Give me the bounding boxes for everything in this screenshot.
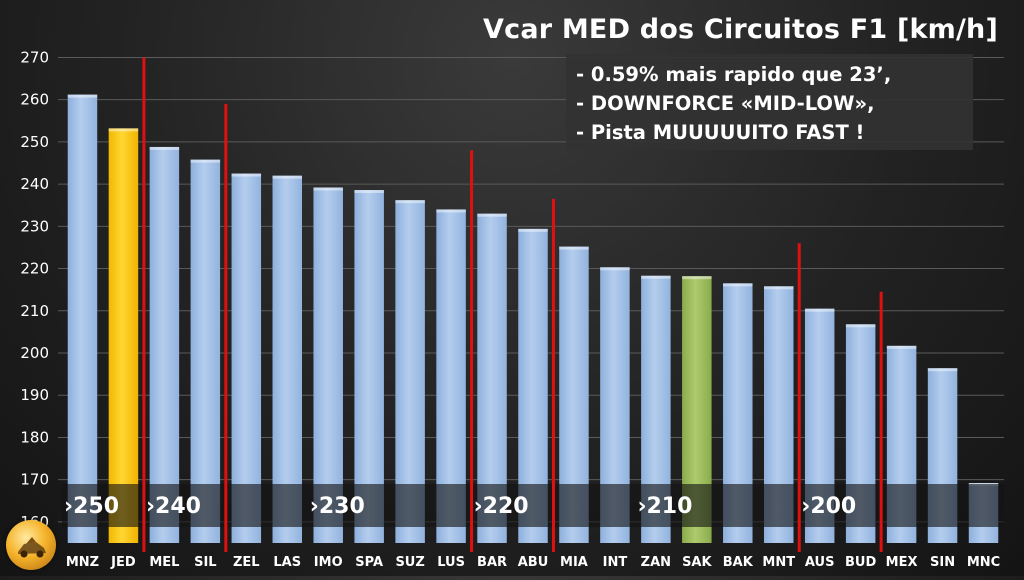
bar-cap	[354, 190, 384, 194]
x-tick-label: MNZ	[66, 555, 99, 570]
bar-cap	[108, 128, 139, 132]
x-tick-label: MIA	[560, 555, 588, 570]
note-line-3: - Pista MUUUUUITO FAST !	[576, 121, 865, 144]
bar-imo	[313, 187, 343, 543]
x-tick-label: ABU	[518, 555, 549, 570]
bar-cap	[682, 276, 712, 280]
band-label: ›240	[146, 494, 201, 519]
x-tick-label: MNT	[762, 555, 795, 570]
bar-cap	[190, 159, 221, 163]
x-tick-label: INT	[603, 555, 628, 570]
bar-cap	[477, 213, 507, 217]
car-emblem-icon	[6, 520, 56, 570]
note-line-1: - 0.59% mais rapido que 23’,	[576, 63, 892, 86]
bar-cap	[231, 173, 262, 177]
x-tick-label: LUS	[437, 555, 465, 570]
bar-cap	[436, 209, 466, 213]
x-tick-label: BAR	[477, 555, 507, 570]
band-label: ›210	[637, 494, 692, 519]
y-tick-label: 200	[20, 344, 49, 362]
bar-las	[272, 175, 303, 543]
y-axis-ticks: 160170180190200210220230240250260270	[20, 48, 49, 530]
bar-mnz	[67, 94, 98, 543]
x-tick-label: BAK	[723, 555, 754, 570]
y-tick-label: 250	[20, 133, 49, 151]
bar-cap	[313, 187, 343, 191]
y-tick-label: 270	[20, 48, 49, 66]
x-tick-label: BUD	[845, 555, 876, 570]
y-tick-label: 220	[20, 260, 49, 278]
bar-sil	[190, 159, 221, 543]
y-tick-label: 260	[20, 91, 49, 109]
bar-cap	[763, 286, 794, 290]
band-label: ›230	[310, 494, 365, 519]
x-tick-label: LAS	[273, 555, 301, 570]
y-tick-label: 190	[20, 386, 49, 404]
x-tick-label: JED	[110, 555, 136, 570]
bar-cap	[272, 175, 303, 179]
x-tick-label: SIL	[194, 555, 216, 570]
y-tick-label: 240	[20, 175, 49, 193]
bar-mel	[149, 146, 180, 543]
y-tick-label: 170	[20, 471, 49, 489]
bars	[67, 94, 999, 544]
note-line-2: - DOWNFORCE «MID-LOW»,	[576, 92, 875, 115]
speed-bands: ›250 ›240 ›230 ›220 ›210 ›200	[62, 484, 1004, 527]
bar-cap	[886, 345, 917, 349]
bar-cap	[395, 200, 425, 204]
band-label: ›200	[801, 494, 856, 519]
x-tick-label: MEL	[149, 555, 179, 570]
dividers	[142, 57, 883, 552]
x-tick-label: MNC	[967, 555, 1000, 570]
band-label: ›250	[64, 494, 119, 519]
x-tick-label: IMO	[314, 555, 343, 570]
x-axis-labels: MNZ JED MEL SIL ZEL LAS IMO SPA SUZ LUS BAR ABU MIA I…	[66, 555, 1000, 570]
x-tick-label: ZEL	[233, 555, 260, 570]
bar-cap	[845, 324, 876, 328]
chart-title: Vcar MED dos Circuitos F1 [km/h]	[483, 14, 998, 45]
notes-box: - 0.59% mais rapido que 23’, - DOWNFORCE…	[566, 54, 973, 150]
x-tick-label: SIN	[930, 555, 955, 570]
bar-cap	[723, 283, 753, 287]
bar-cap	[149, 146, 180, 150]
bar-cap	[518, 228, 548, 232]
band-label: ›220	[474, 494, 529, 519]
bar-cap	[559, 246, 589, 250]
x-tick-label: SAK	[682, 555, 712, 570]
bar-jed	[108, 128, 139, 543]
bar-cap	[600, 267, 630, 271]
bar-zel	[231, 173, 262, 544]
y-tick-label: 180	[20, 428, 49, 446]
bar-cap	[641, 275, 671, 279]
x-tick-label: AUS	[805, 555, 835, 570]
y-tick-label: 230	[20, 217, 49, 235]
bar-cap	[927, 368, 958, 372]
y-tick-label: 210	[20, 302, 49, 320]
x-tick-label: MEX	[886, 555, 918, 570]
band-strip	[62, 484, 1004, 527]
x-tick-label: SPA	[355, 555, 383, 570]
x-tick-label: ZAN	[641, 555, 671, 570]
bar-cap	[804, 308, 835, 312]
x-tick-label: SUZ	[395, 555, 424, 570]
bar-cap	[67, 94, 98, 98]
